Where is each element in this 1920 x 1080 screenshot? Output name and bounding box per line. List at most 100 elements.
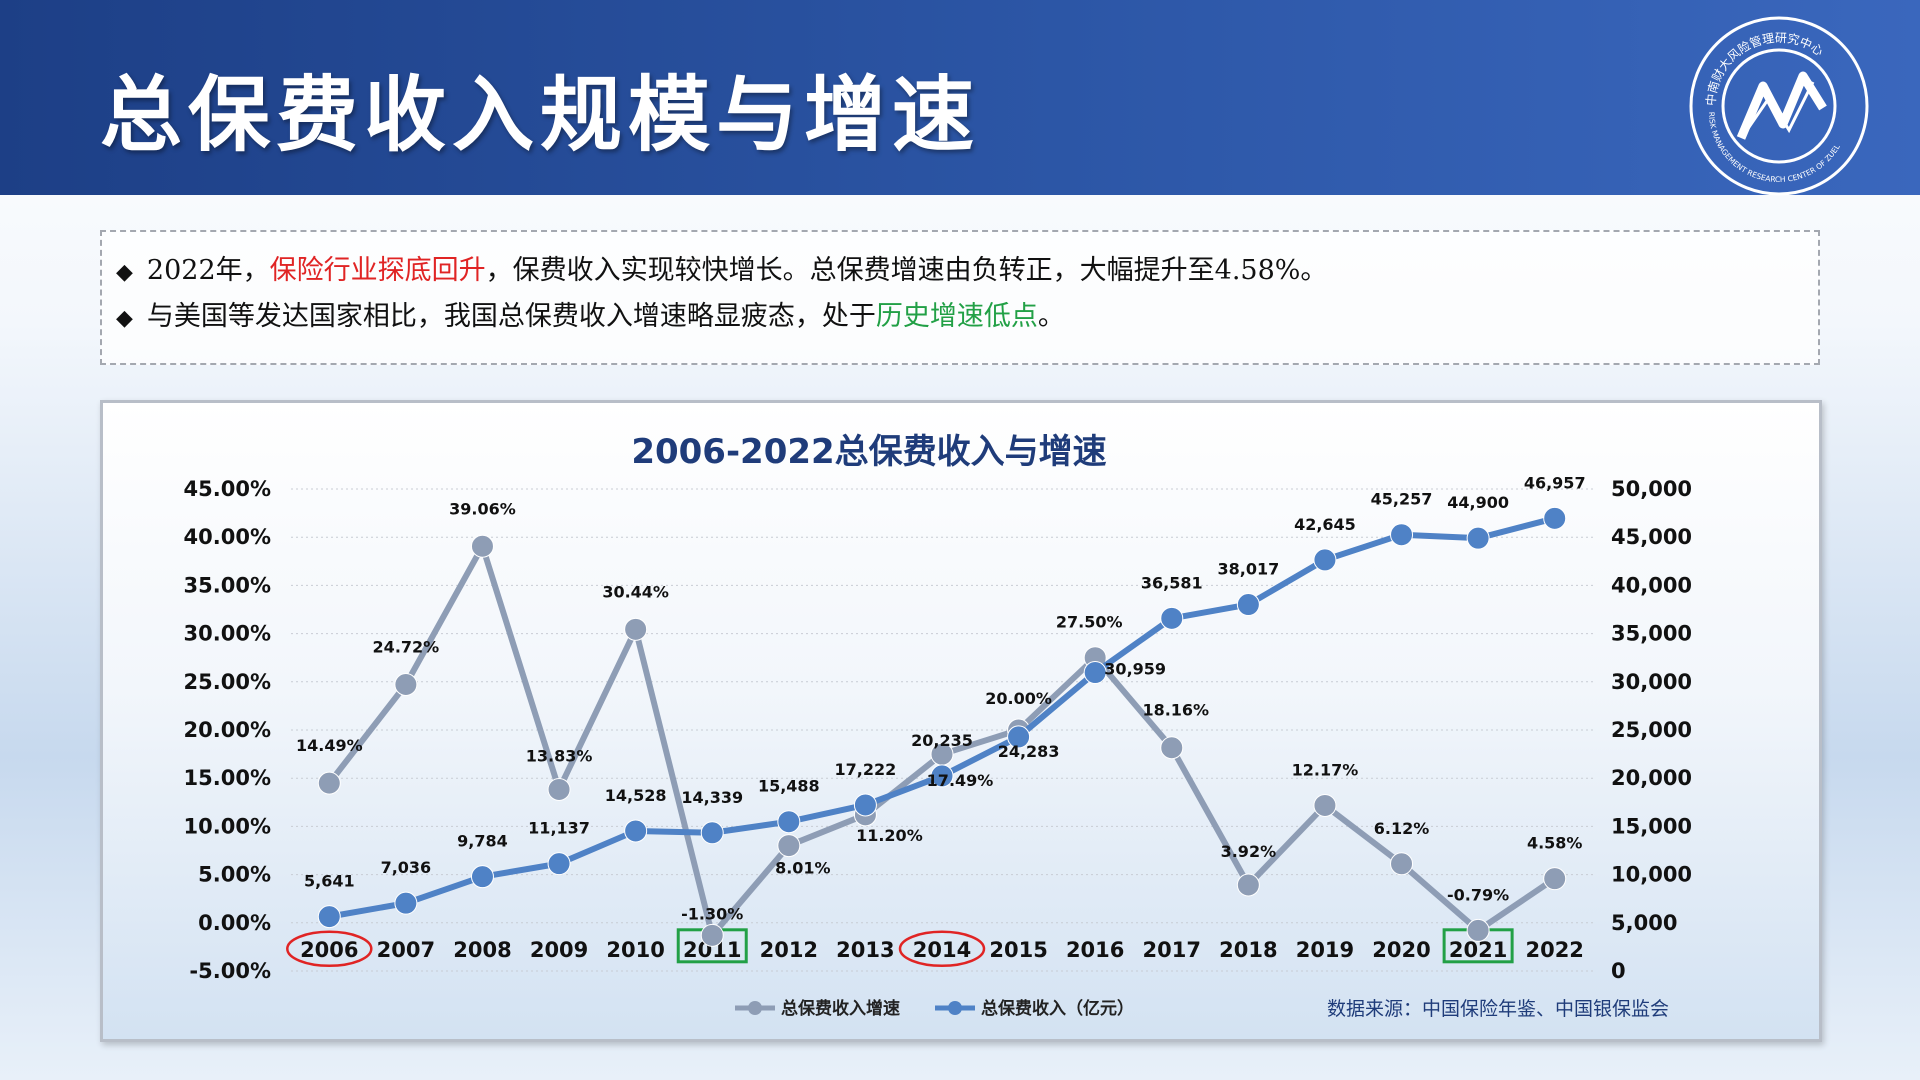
growth-rate-data-label: 4.58% <box>1527 834 1583 853</box>
y-left-tick-label: -5.00% <box>189 959 271 983</box>
premium-income-point <box>1007 725 1031 749</box>
growth-rate-data-label: 13.83% <box>526 746 593 765</box>
note-2-part-1: 与美国等发达国家相比，我国总保费收入增速略显疲态，处于 <box>146 301 876 332</box>
premium-chart: 2006-2022总保费收入与增速 -5.00% 0 0.00% 5,000 5.00%… <box>184 432 1693 1020</box>
chart-title: 2006-2022总保费收入与增速 <box>631 432 1106 472</box>
premium-income-point <box>1466 526 1490 550</box>
growth-rate-point <box>624 617 648 641</box>
premium-income-data-label: 17,222 <box>835 760 897 779</box>
y-left-tick-label: 35.00% <box>184 573 271 597</box>
growth-rate-data-label: 12.17% <box>1292 760 1359 779</box>
premium-income-point <box>394 891 418 915</box>
y-right-tick-label: 30,000 <box>1611 670 1692 694</box>
growth-rate-data-label: 39.06% <box>449 499 516 518</box>
growth-rate-point <box>1543 867 1567 891</box>
y-right-tick-label: 25,000 <box>1611 718 1692 742</box>
y-right-tick-label: 15,000 <box>1611 814 1692 838</box>
note-line-1: ◆ 2022年，保险行业探底回升，保费收入实现较快增长。总保费增速由负转正，大幅提… <box>116 248 1804 294</box>
svg-text:RISK MANAGEMENT RESEARCH CENTE: RISK MANAGEMENT RESEARCH CENTER OF ZUEL <box>1707 112 1842 184</box>
x-tick-label: 2013 <box>836 938 894 962</box>
premium-income-point <box>547 852 571 876</box>
header-banner: 总保费收入规模与增速 中南财大风险管理研究中心 RISK MANAGEMENT … <box>0 0 1920 196</box>
premium-income-point <box>470 865 494 889</box>
premium-income-data-label: 46,957 <box>1524 473 1586 492</box>
y-left-tick-label: 45.00% <box>184 477 271 501</box>
x-tick-label: 2008 <box>453 938 511 962</box>
y-right-tick-label: 35,000 <box>1611 622 1692 646</box>
y-left-tick-label: 40.00% <box>184 525 271 549</box>
growth-rate-data-label: 14.49% <box>296 736 363 755</box>
growth-rate-data-label: 17.49% <box>927 771 994 790</box>
premium-income-point <box>930 764 954 788</box>
premium-income-data-label: 9,784 <box>457 832 508 851</box>
x-tick-label: 2017 <box>1143 938 1201 962</box>
premium-income-data-label: 45,257 <box>1371 490 1433 509</box>
note-line-2: ◆ 与美国等发达国家相比，我国总保费收入增速略显疲态，处于历史增速低点。 <box>116 294 1804 340</box>
growth-rate-data-label: 18.16% <box>1142 701 1209 720</box>
y-right-tick-label: 20,000 <box>1611 766 1692 790</box>
premium-income-point <box>1236 593 1260 617</box>
growth-rate-data-label: 20.00% <box>985 689 1052 708</box>
premium-income-point <box>624 819 648 843</box>
premium-income-data-label: 7,036 <box>381 858 432 877</box>
red-circle-highlight <box>286 930 373 968</box>
growth-rate-point <box>700 923 724 947</box>
premium-income-data-label: 15,488 <box>758 777 820 796</box>
y-left-tick-label: 30.00% <box>184 622 271 646</box>
x-tick-label: 2022 <box>1525 938 1583 962</box>
growth-rate-data-label: -1.30% <box>681 904 743 923</box>
diamond-bullet-icon: ◆ <box>116 260 133 285</box>
note-2-part-3: 。 <box>1037 301 1065 332</box>
growth-rate-data-label: 3.92% <box>1221 842 1277 861</box>
growth-rate-point <box>470 534 494 558</box>
growth-rate-point <box>547 777 571 801</box>
note-1-part-3: ，保费收入实现较快增长。总保费增速由负转正，大幅提升至4.58%。 <box>485 255 1328 286</box>
premium-income-data-label: 36,581 <box>1141 573 1203 592</box>
data-source-note: 数据来源：中国保险年鉴、中国银保监会 <box>1327 998 1669 1020</box>
growth-rate-data-label: 24.72% <box>373 637 440 656</box>
legend-growth-marker <box>748 1001 762 1015</box>
y-right-tick-label: 40,000 <box>1611 573 1692 597</box>
premium-income-point <box>1160 606 1184 630</box>
note-2-highlight: 历史增速低点 <box>875 301 1038 332</box>
premium-income-data-label: 30,959 <box>1104 660 1166 679</box>
x-tick-label: 2014 <box>913 938 971 962</box>
premium-income-point <box>777 810 801 834</box>
x-tick-label: 2020 <box>1372 938 1430 962</box>
premium-income-point <box>1390 523 1414 547</box>
y-left-tick-label: 15.00% <box>184 766 271 790</box>
growth-rate-point <box>777 834 801 858</box>
premium-income-point <box>1543 506 1567 530</box>
note-1-part-1: 2022年， <box>146 255 270 286</box>
growth-rate-data-label: 6.12% <box>1374 819 1430 838</box>
y-left-tick-label: 0.00% <box>198 911 271 935</box>
x-tick-label: 2018 <box>1219 938 1277 962</box>
research-center-logo: 中南财大风险管理研究中心 RISK MANAGEMENT RESEARCH CE… <box>1689 16 1869 196</box>
x-tick-label: 2019 <box>1296 938 1354 962</box>
premium-income-data-label: 11,137 <box>528 819 590 838</box>
growth-rate-data-label: 30.44% <box>602 582 669 601</box>
premium-income-line <box>328 515 1556 920</box>
x-tick-label: 2012 <box>760 938 818 962</box>
note-1-highlight: 保险行业探底回升 <box>269 255 486 286</box>
y-right-tick-label: 0 <box>1611 959 1626 983</box>
premium-income-point <box>853 793 877 817</box>
red-circle-highlight <box>898 930 986 968</box>
y-right-tick-label: 10,000 <box>1611 863 1692 887</box>
premium-income-point <box>700 821 724 845</box>
growth-rate-point <box>1236 873 1260 897</box>
x-tick-label: 2007 <box>377 938 435 962</box>
premium-income-data-label: 24,283 <box>998 742 1060 761</box>
premium-income-data-label: 14,528 <box>605 786 667 805</box>
growth-rate-point <box>1160 736 1184 760</box>
chart-panel: 2006-2022总保费收入与增速 -5.00% 0 0.00% 5,000 5.00%… <box>100 400 1822 1042</box>
y-right-tick-label: 50,000 <box>1611 477 1692 501</box>
y-left-tick-label: 10.00% <box>184 814 271 838</box>
premium-income-data-label: 5,641 <box>304 872 355 891</box>
growth-rate-data-label: -0.79% <box>1447 885 1509 904</box>
summary-notes: ◆ 2022年，保险行业探底回升，保费收入实现较快增长。总保费增速由负转正，大幅提… <box>100 230 1820 365</box>
growth-rate-data-label: 11.20% <box>856 826 923 845</box>
premium-income-point <box>1313 548 1337 572</box>
premium-income-data-label: 44,900 <box>1447 493 1509 512</box>
y-left-tick-label: 25.00% <box>184 670 271 694</box>
